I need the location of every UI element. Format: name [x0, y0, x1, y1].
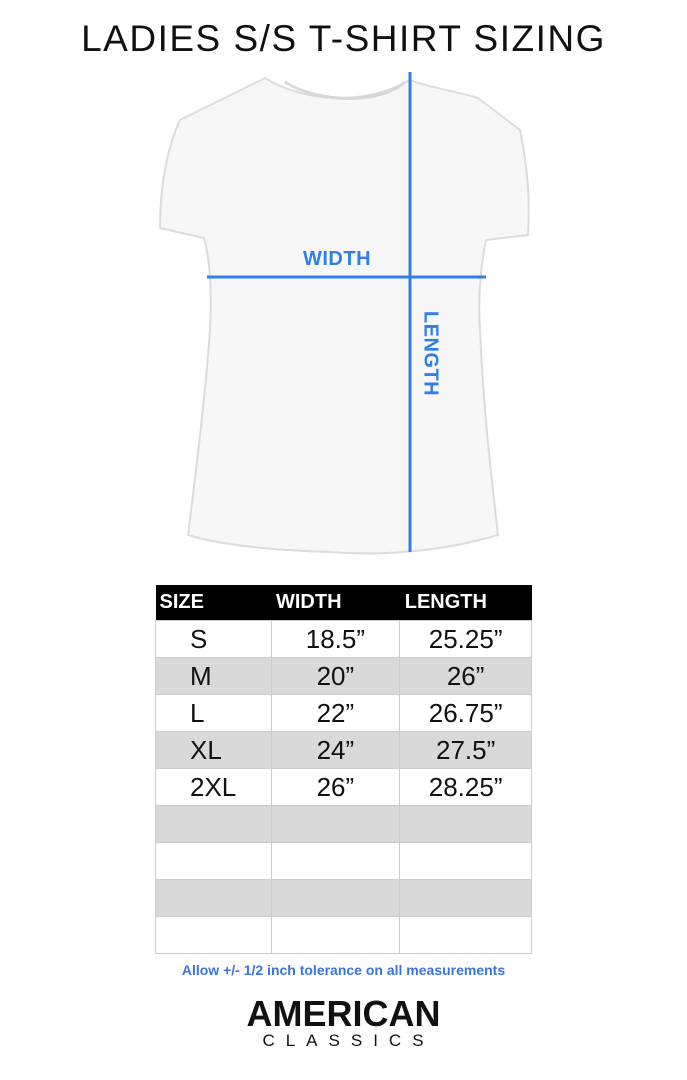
table-header-row: SIZE WIDTH LENGTH	[155, 585, 532, 621]
table-row	[155, 879, 532, 917]
cell-width: 20”	[270, 657, 401, 695]
table-row: M 20” 26”	[155, 657, 532, 695]
cell-width	[270, 916, 401, 954]
table-row	[155, 805, 532, 843]
cell-width: 18.5”	[270, 620, 401, 658]
cell-size: M	[155, 657, 272, 695]
cell-width: 26”	[270, 768, 401, 806]
cell-length	[399, 879, 532, 917]
cell-width: 22”	[270, 694, 401, 732]
cell-size: 2XL	[155, 768, 272, 806]
cell-width	[270, 805, 401, 843]
page-title: LADIES S/S T-SHIRT SIZING	[81, 18, 606, 59]
tshirt-image	[158, 76, 530, 555]
cell-length	[399, 805, 532, 843]
cell-length	[399, 842, 532, 880]
cell-length: 27.5”	[399, 731, 532, 769]
cell-size: L	[155, 694, 272, 732]
cell-length: 26.75”	[399, 694, 532, 732]
table-row: S 18.5” 25.25”	[155, 620, 532, 658]
width-label: WIDTH	[303, 248, 372, 270]
table-row: L 22” 26.75”	[155, 694, 532, 732]
header-size: SIZE	[155, 585, 271, 621]
table-row	[155, 916, 532, 954]
tshirt-diagram	[158, 72, 530, 555]
table-row	[155, 842, 532, 880]
cell-size	[155, 879, 272, 917]
size-chart-table: SIZE WIDTH LENGTH S 18.5” 25.25” M 20” 26” L 22…	[155, 585, 532, 954]
cell-size	[155, 842, 272, 880]
cell-size: S	[155, 620, 272, 658]
cell-width	[270, 879, 401, 917]
cell-length: 25.25”	[399, 620, 532, 658]
table-row: XL 24” 27.5”	[155, 731, 532, 769]
cell-size	[155, 916, 272, 954]
cell-size	[155, 805, 272, 843]
cell-length: 28.25”	[399, 768, 532, 806]
header-width: WIDTH	[271, 585, 400, 621]
cell-width: 24”	[270, 731, 401, 769]
length-label: LENGTH	[419, 310, 442, 397]
brand-logo: AMERICAN CLASSICS	[0, 996, 687, 1050]
cell-size: XL	[155, 731, 272, 769]
logo-main-text: AMERICAN	[246, 993, 441, 1034]
table-row: 2XL 26” 28.25”	[155, 768, 532, 806]
cell-width	[270, 842, 401, 880]
logo-sub-text: CLASSICS	[262, 1031, 435, 1050]
tolerance-note: Allow +/- 1/2 inch tolerance on all meas…	[181, 962, 506, 978]
cell-length	[399, 916, 532, 954]
cell-length: 26”	[399, 657, 532, 695]
header-length: LENGTH	[399, 585, 532, 621]
